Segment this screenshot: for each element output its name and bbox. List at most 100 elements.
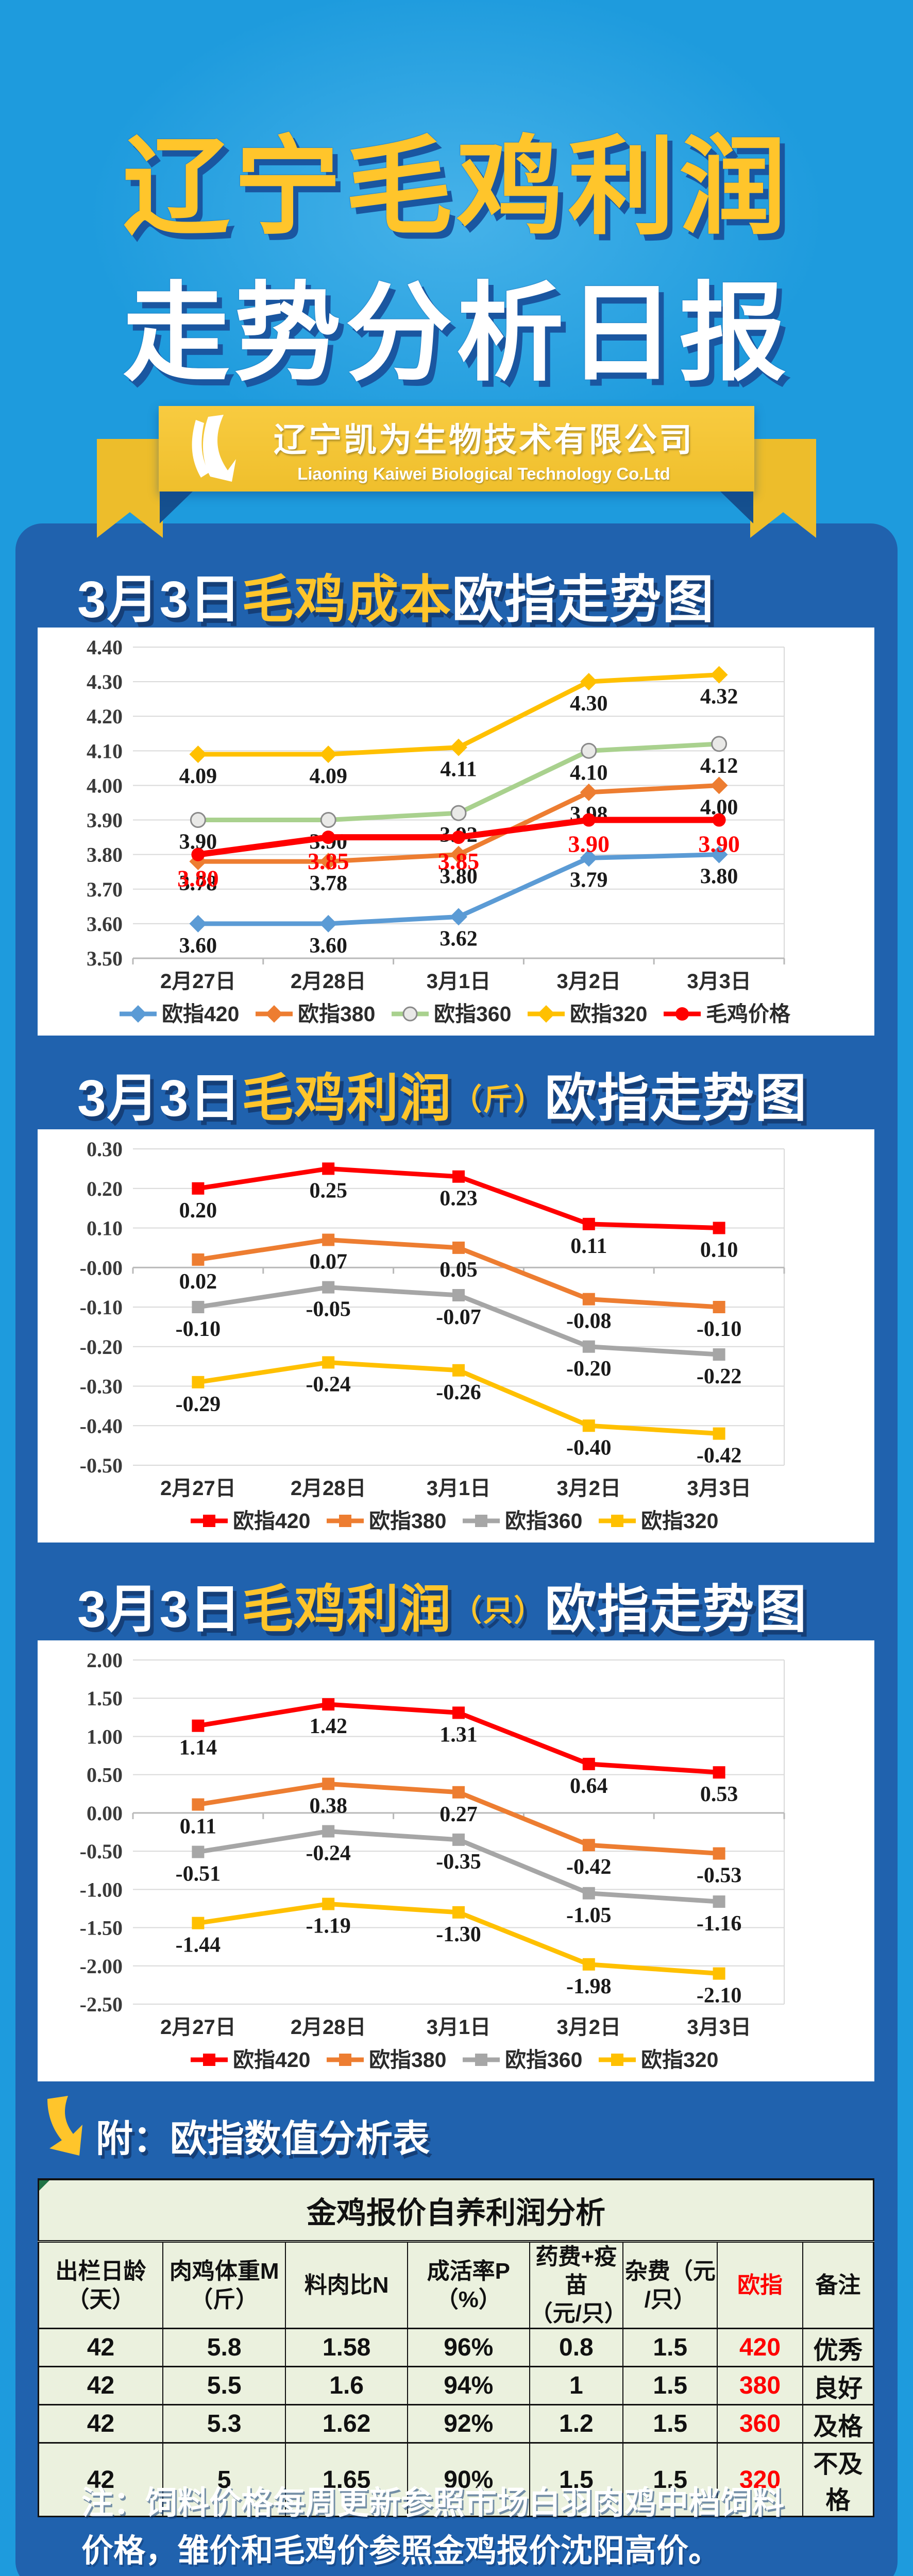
svg-text:0.00: 0.00: [87, 1802, 123, 1825]
company-name-en: Liaoning Kaiwei Biological Technology Co…: [297, 464, 670, 483]
table-cell: 1.5: [622, 2442, 718, 2517]
table-cell: 42: [38, 2404, 164, 2444]
svg-text:-0.10: -0.10: [697, 1317, 742, 1341]
table-row: 42 5.8 1.58 96% 0.8 1.5 420 优秀: [38, 2328, 874, 2367]
table-cell: 0.8: [529, 2328, 624, 2367]
svg-text:1.00: 1.00: [87, 1725, 123, 1748]
svg-text:-1.30: -1.30: [436, 1923, 481, 1946]
table-cell: 优秀: [802, 2328, 874, 2367]
svg-text:0.27: 0.27: [439, 1803, 478, 1826]
svg-text:欧指380: 欧指380: [369, 1509, 446, 1533]
svg-text:-0.35: -0.35: [436, 1850, 481, 1874]
table-cell: 96%: [407, 2328, 530, 2367]
svg-text:-0.08: -0.08: [566, 1310, 612, 1333]
svg-text:2月27日: 2月27日: [160, 1477, 236, 1500]
svg-text:3.90: 3.90: [568, 831, 610, 857]
svg-text:1.31: 1.31: [439, 1723, 478, 1747]
table-cell: 1.5: [622, 2404, 718, 2444]
excel-corner-marker: [39, 2180, 49, 2191]
svg-text:3.80: 3.80: [439, 865, 478, 889]
svg-text:0.50: 0.50: [87, 1764, 123, 1787]
table-cell: 5: [162, 2442, 286, 2517]
svg-text:4.12: 4.12: [700, 754, 738, 778]
table-cell: 90%: [407, 2442, 530, 2517]
table-cell: 1.2: [529, 2404, 624, 2444]
table-cell: 1.5: [529, 2442, 624, 2517]
chart-canvas: 0.30 0.20 0.10 -0.00 -0.10 -0.20 -0.30 -0.40 -0.…: [80, 1138, 785, 1533]
table-header-cell: 杂费（元/只）: [622, 2241, 718, 2329]
svg-text:3.78: 3.78: [179, 872, 217, 895]
svg-text:2.00: 2.00: [87, 1649, 123, 1672]
table-header-cell: 料肉比N: [285, 2241, 408, 2329]
svg-text:0.25: 0.25: [309, 1179, 347, 1202]
svg-text:4.30: 4.30: [87, 670, 123, 693]
table-cell: 1: [529, 2366, 624, 2405]
svg-text:-1.05: -1.05: [566, 1904, 612, 1927]
svg-text:0.30: 0.30: [87, 1138, 123, 1161]
table-cell: 5.3: [162, 2404, 286, 2444]
svg-text:-0.10: -0.10: [176, 1317, 221, 1341]
svg-text:-0.50: -0.50: [80, 1840, 123, 1863]
svg-text:3.62: 3.62: [439, 927, 478, 951]
svg-text:0.64: 0.64: [570, 1774, 608, 1798]
svg-text:3.80: 3.80: [177, 866, 219, 892]
table-cell: 良好: [802, 2366, 874, 2405]
ribbon-fold-left: [160, 490, 194, 523]
svg-text:3.80: 3.80: [87, 843, 123, 867]
svg-text:2月28日: 2月28日: [291, 1477, 366, 1500]
svg-text:-2.50: -2.50: [80, 1993, 123, 2016]
svg-text:-1.44: -1.44: [176, 1934, 221, 1957]
svg-text:-0.24: -0.24: [306, 1842, 351, 1866]
svg-text:3月3日: 3月3日: [687, 970, 751, 993]
svg-text:0.23: 0.23: [439, 1187, 478, 1211]
svg-text:3月3日: 3月3日: [687, 1477, 751, 1500]
company-banner: 辽宁凯为生物技术有限公司 Liaoning Kaiwei Biological …: [159, 406, 754, 492]
svg-text:-0.40: -0.40: [80, 1414, 123, 1437]
svg-text:-1.00: -1.00: [80, 1878, 123, 1901]
svg-text:-1.19: -1.19: [306, 1914, 351, 1938]
svg-text:欧指360: 欧指360: [505, 1509, 582, 1533]
svg-text:-0.53: -0.53: [697, 1864, 742, 1888]
svg-text:-2.10: -2.10: [697, 1984, 742, 2008]
table-cell: 42: [38, 2328, 164, 2367]
svg-text:0.11: 0.11: [180, 1815, 216, 1839]
svg-text:欧指320: 欧指320: [641, 2048, 718, 2072]
svg-text:4.09: 4.09: [179, 765, 217, 788]
table-cell: 1.6: [285, 2366, 408, 2405]
svg-text:欧指420: 欧指420: [233, 1509, 310, 1533]
svg-text:-0.00: -0.00: [80, 1256, 123, 1279]
svg-text:3.90: 3.90: [698, 831, 740, 857]
svg-text:-0.42: -0.42: [697, 1444, 742, 1468]
table-cell: 1.5: [622, 2328, 718, 2367]
table-cell: 1.5: [622, 2366, 718, 2405]
svg-text:4.10: 4.10: [87, 739, 123, 762]
svg-text:欧指380: 欧指380: [369, 2048, 446, 2072]
svg-text:欧指360: 欧指360: [505, 2048, 582, 2072]
chart-section-title-2: 3月3日毛鸡利润（斤）欧指走势图: [77, 1070, 808, 1127]
table-cell: 42: [38, 2366, 164, 2405]
svg-text:毛鸡价格: 毛鸡价格: [706, 1002, 791, 1026]
svg-text:0.02: 0.02: [179, 1270, 217, 1294]
note-line2: 价格，雏价和毛鸡价参照金鸡报价沈阳高价。: [81, 2533, 721, 2569]
svg-text:3月1日: 3月1日: [427, 970, 491, 993]
svg-text:欧指420: 欧指420: [233, 2048, 310, 2072]
table-cell: 320: [717, 2442, 803, 2517]
svg-text:欧指360: 欧指360: [434, 1002, 511, 1026]
ribbon-fold-right: [719, 490, 753, 523]
svg-text:4.30: 4.30: [570, 692, 608, 716]
svg-text:2月27日: 2月27日: [160, 970, 236, 993]
svg-text:4.40: 4.40: [87, 636, 123, 659]
table-cell: 94%: [407, 2366, 530, 2405]
svg-text:3月2日: 3月2日: [557, 970, 621, 993]
svg-text:3月1日: 3月1日: [427, 2016, 491, 2039]
table-cell: 42: [38, 2442, 164, 2517]
svg-text:3.60: 3.60: [309, 934, 347, 958]
svg-text:0.20: 0.20: [179, 1199, 217, 1223]
svg-text:0.07: 0.07: [309, 1250, 347, 1274]
svg-text:-0.20: -0.20: [80, 1335, 123, 1359]
svg-text:4.20: 4.20: [87, 705, 123, 728]
svg-text:-2.00: -2.00: [80, 1955, 123, 1978]
svg-text:-0.29: -0.29: [176, 1393, 221, 1416]
chart-card-profit-bird: 2.00 1.50 1.00 0.50 0.00 -0.50 -1.00 -1.50 -2.00…: [38, 1640, 874, 2081]
table-header-cell: 成活率P （%）: [407, 2241, 530, 2329]
